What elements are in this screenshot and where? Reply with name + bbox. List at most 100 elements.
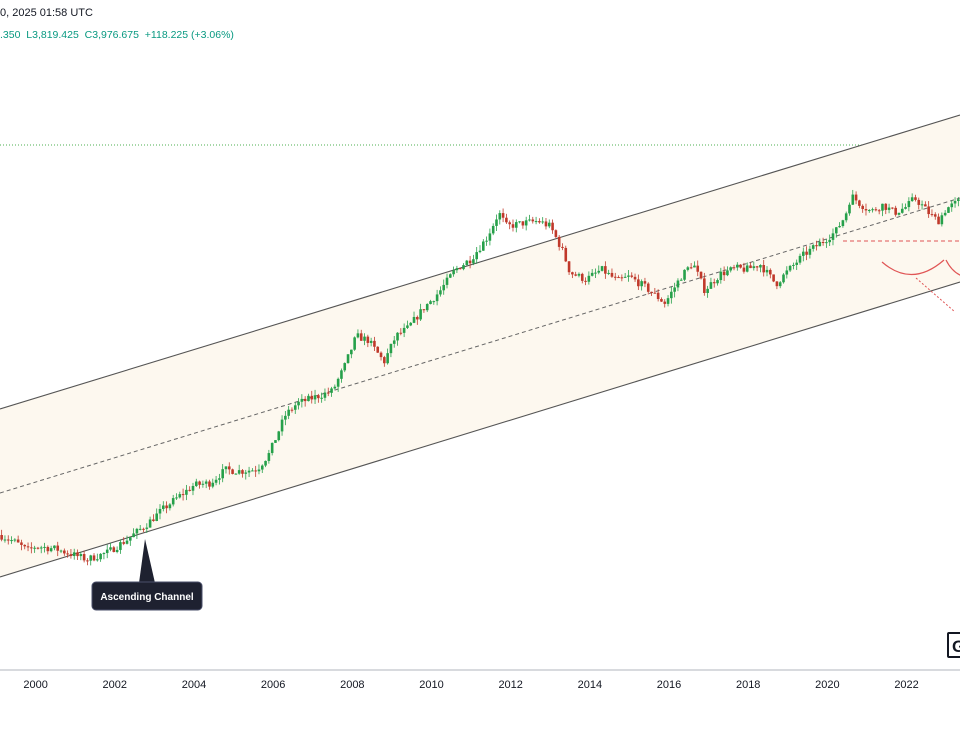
candle-body	[303, 398, 307, 402]
candle-body	[848, 204, 851, 214]
candle-body	[23, 544, 27, 547]
candle-body	[957, 199, 960, 201]
candle-body	[214, 479, 218, 483]
candle-body	[63, 550, 66, 554]
candle-body	[132, 533, 135, 538]
candle-body	[171, 498, 175, 505]
candle	[30, 542, 33, 554]
candle	[158, 504, 162, 520]
candle	[383, 355, 386, 367]
candle	[620, 274, 624, 282]
candle	[881, 203, 884, 217]
candle-body	[416, 316, 419, 320]
x-tick-label: 2014	[578, 679, 602, 691]
candle	[369, 337, 373, 347]
candle	[528, 214, 531, 222]
candle	[0, 529, 3, 542]
candle	[904, 203, 907, 210]
candle-body	[623, 276, 627, 278]
candle-body	[600, 266, 604, 271]
candle	[280, 415, 284, 436]
candle-body	[739, 264, 742, 268]
candle	[732, 264, 736, 271]
x-tick-label: 2008	[340, 679, 364, 691]
candle	[214, 476, 218, 486]
candle-body	[204, 481, 208, 484]
brand-logo[interactable]: G	[947, 632, 960, 658]
candle	[326, 387, 330, 397]
candle	[194, 478, 198, 488]
candle-body	[376, 346, 380, 353]
candle-body	[508, 222, 511, 225]
candle-body	[317, 395, 320, 399]
candle	[109, 543, 112, 552]
candle	[623, 272, 627, 278]
candle	[891, 207, 894, 210]
candle-body	[534, 221, 538, 223]
candle-body	[778, 282, 782, 287]
candle-body	[759, 265, 762, 268]
candle	[765, 266, 769, 277]
candle	[211, 478, 215, 489]
candle-body	[834, 227, 838, 234]
candle	[907, 197, 911, 212]
candle-body	[696, 265, 700, 272]
candle	[594, 268, 597, 279]
candle-body	[310, 395, 314, 400]
candle-body	[584, 280, 587, 282]
x-tick-label: 2016	[657, 679, 681, 691]
candle-body	[33, 547, 36, 549]
candle	[293, 402, 297, 414]
candle-body	[633, 276, 637, 280]
candle-body	[554, 230, 558, 237]
candle-body	[571, 272, 574, 275]
candle	[92, 553, 96, 562]
candle-body	[175, 497, 178, 499]
candle-body	[330, 388, 333, 393]
candle-body	[264, 460, 267, 466]
candle	[175, 493, 178, 500]
candle	[851, 189, 855, 206]
candle-body	[481, 241, 485, 251]
candle	[801, 247, 805, 262]
candle	[221, 464, 224, 483]
candle-body	[336, 378, 340, 387]
candle-body	[613, 276, 617, 278]
x-tick-label: 2018	[736, 679, 760, 691]
candle	[808, 245, 812, 259]
candle-body	[514, 222, 518, 228]
candle-body	[580, 273, 584, 281]
candle	[86, 558, 89, 566]
candle	[917, 197, 921, 210]
candle-body	[135, 528, 139, 534]
candle	[877, 209, 881, 215]
candle	[234, 473, 238, 475]
candle-body	[96, 559, 99, 561]
ascending-channel-callout[interactable]: Ascending Channel	[91, 539, 203, 611]
candle-body	[775, 281, 779, 287]
candle	[656, 289, 660, 302]
candle	[409, 321, 413, 327]
handle-projection-line	[915, 277, 956, 313]
candle	[46, 545, 50, 555]
candle	[514, 219, 518, 233]
candle	[778, 281, 782, 289]
candle	[379, 351, 383, 361]
candle-body	[257, 469, 261, 472]
candle	[218, 473, 221, 485]
candle	[547, 219, 551, 229]
candle	[445, 273, 449, 289]
chart-header-date: 0, 2025 01:58 UTC	[0, 7, 93, 19]
candle-body	[844, 213, 848, 221]
candle-body	[161, 505, 165, 509]
candle	[122, 537, 126, 546]
candle-body	[726, 270, 729, 276]
candle	[247, 466, 251, 477]
candle	[752, 261, 756, 271]
candle-body	[287, 409, 290, 416]
candle-body	[673, 287, 676, 292]
candle-body	[373, 340, 376, 347]
candle	[831, 228, 835, 246]
candle	[231, 468, 234, 475]
